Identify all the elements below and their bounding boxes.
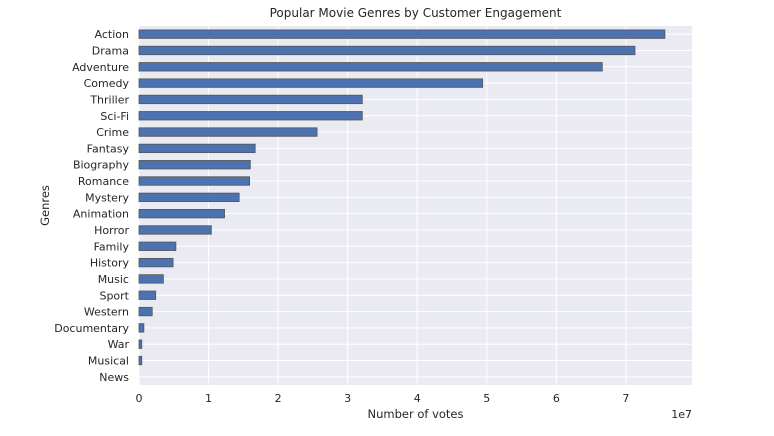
y-axis-label: Genres	[38, 185, 52, 226]
x-tick-label: 2	[275, 392, 282, 405]
x-axis-label: Number of votes	[367, 407, 463, 421]
bar-crime	[138, 127, 318, 137]
y-tick-label: War	[108, 338, 130, 351]
y-tick-label: Comedy	[84, 77, 130, 90]
x-tick-label: 0	[136, 392, 143, 405]
y-tick-label: Drama	[92, 44, 129, 57]
chart-title: Popular Movie Genres by Customer Engagem…	[270, 6, 562, 20]
y-tick-label: Thriller	[89, 93, 129, 106]
x-tick-label: 3	[344, 392, 351, 405]
x-tick-label: 5	[483, 392, 490, 405]
y-tick-label: Western	[84, 306, 129, 319]
bar-comedy	[138, 78, 484, 88]
y-tick-label: Animation	[73, 208, 129, 221]
bar-family	[138, 241, 177, 251]
x-tick-label: 6	[553, 392, 560, 405]
y-tick-label: Adventure	[72, 61, 129, 74]
bar-fantasy	[138, 143, 256, 154]
bar-animation	[138, 209, 225, 219]
y-tick-label: Documentary	[54, 322, 129, 335]
y-tick-label: Sci-Fi	[100, 110, 129, 123]
y-tick-label: Crime	[96, 126, 129, 139]
x-tick-label: 4	[414, 392, 421, 405]
bars	[138, 29, 666, 366]
y-tick-label: History	[90, 257, 130, 270]
bar-horror	[138, 225, 212, 235]
y-tick-label: Biography	[73, 159, 130, 172]
y-tick-label: Action	[95, 28, 129, 41]
bar-sci-fi	[138, 111, 363, 121]
y-tick-label: Romance	[78, 175, 129, 188]
y-tick-label: Family	[94, 240, 130, 253]
y-tick-label: Musical	[88, 355, 129, 368]
bar-biography	[138, 160, 251, 170]
x-axis-scale-label: 1e7	[671, 408, 692, 421]
y-tick-label: Music	[98, 273, 129, 286]
bar-sport	[138, 290, 157, 300]
y-tick-label: Mystery	[85, 191, 129, 204]
bar-drama	[138, 45, 636, 56]
bar-mystery	[138, 192, 240, 202]
bar-adventure	[138, 62, 603, 72]
bar-music	[138, 274, 164, 284]
bar-war	[138, 339, 143, 349]
y-tick-label: Fantasy	[87, 142, 130, 155]
bar-western	[138, 306, 153, 317]
x-tick-label: 7	[622, 392, 629, 405]
bar-documentary	[138, 323, 145, 333]
bar-action	[138, 29, 666, 39]
bar-thriller	[138, 94, 363, 105]
y-tick-labels: Action Drama Adventure Comedy Thriller Sci-Fi…	[54, 28, 129, 384]
bar-musical	[138, 355, 143, 366]
y-tick-label: News	[99, 371, 129, 384]
y-tick-label: Horror	[94, 224, 129, 237]
bar-romance	[138, 176, 250, 186]
x-tick-label: 1	[205, 392, 212, 405]
y-tick-label: Sport	[99, 289, 129, 302]
bar-history	[138, 257, 174, 268]
x-tick-labels: 0 1 2 3 4 5 6 7	[136, 392, 630, 405]
